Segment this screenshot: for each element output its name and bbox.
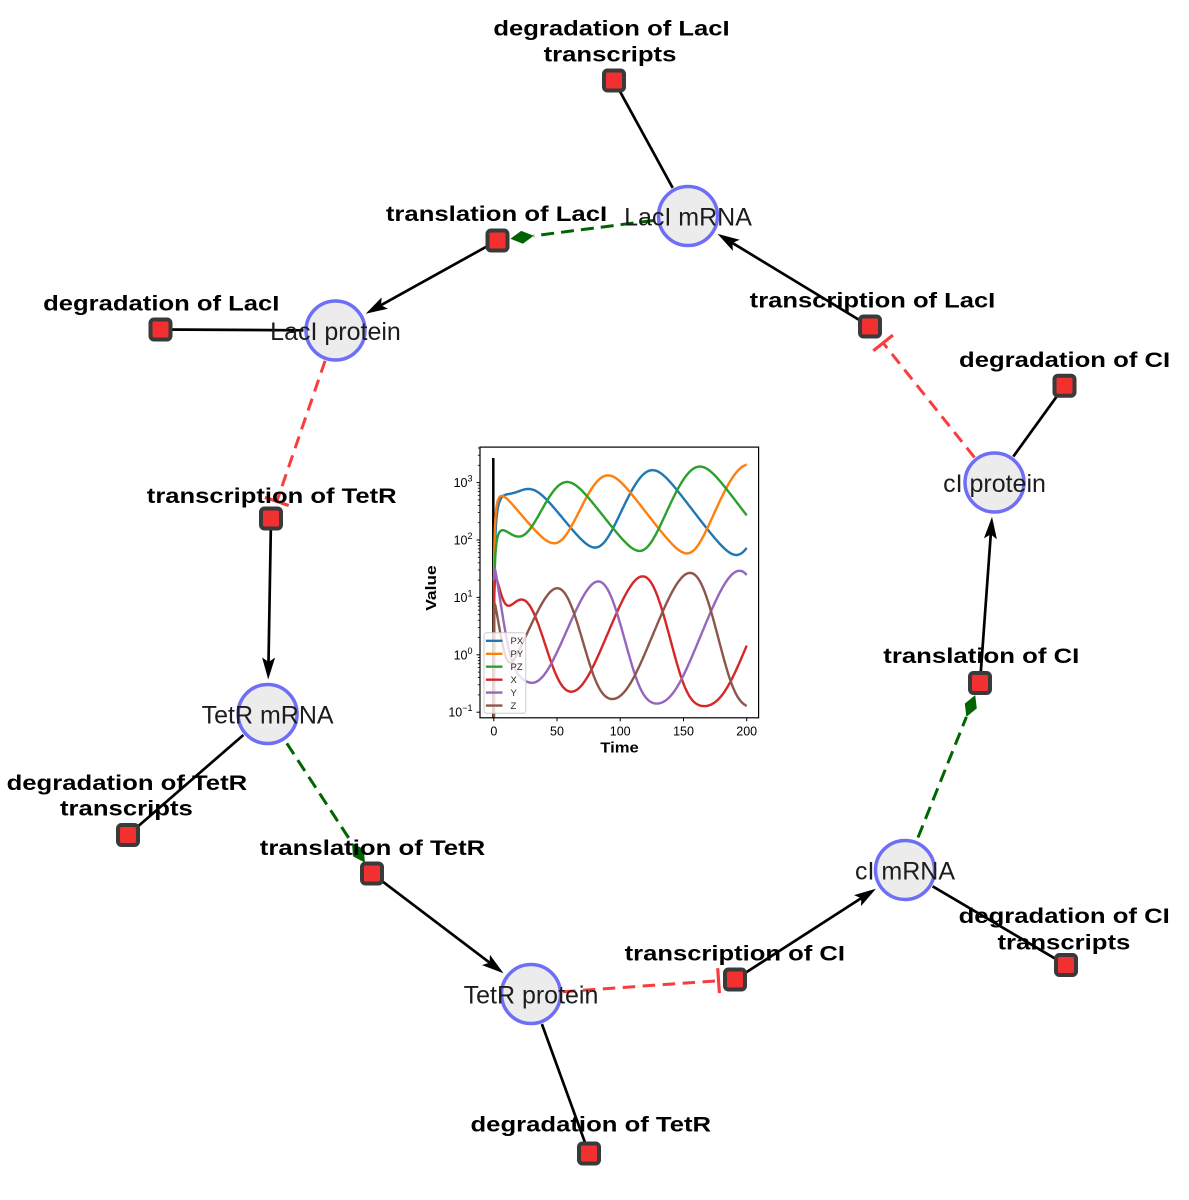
svg-text:transcripts: transcripts <box>544 42 677 66</box>
svg-text:PZ: PZ <box>511 662 523 673</box>
svg-text:100: 100 <box>610 724 631 738</box>
svg-text:X: X <box>511 675 518 686</box>
svg-text:translation of TetR: translation of TetR <box>260 836 486 860</box>
svg-text:cI protein: cI protein <box>943 470 1046 498</box>
svg-text:10−1: 10−1 <box>448 703 472 720</box>
svg-text:degradation of LacI: degradation of LacI <box>493 17 729 41</box>
svg-text:Time: Time <box>600 740 639 757</box>
svg-text:103: 103 <box>454 474 473 491</box>
svg-text:translation of LacI: translation of LacI <box>386 202 607 226</box>
svg-text:degradation of CI: degradation of CI <box>959 348 1170 372</box>
svg-text:cI mRNA: cI mRNA <box>855 858 955 886</box>
svg-text:TetR mRNA: TetR mRNA <box>202 702 334 730</box>
svg-text:degradation of CI: degradation of CI <box>959 904 1170 928</box>
svg-text:transcripts: transcripts <box>998 931 1131 955</box>
svg-text:100: 100 <box>454 646 473 663</box>
svg-text:LacI mRNA: LacI mRNA <box>624 204 752 232</box>
svg-text:TetR protein: TetR protein <box>464 982 599 1010</box>
svg-text:translation of CI: translation of CI <box>883 644 1079 668</box>
svg-text:101: 101 <box>454 588 473 605</box>
svg-text:PY: PY <box>511 649 524 660</box>
svg-text:0: 0 <box>490 724 497 738</box>
svg-text:PX: PX <box>511 636 524 647</box>
svg-text:Value: Value <box>423 565 440 611</box>
svg-text:degradation of TetR: degradation of TetR <box>7 771 248 795</box>
svg-text:Z: Z <box>511 701 517 712</box>
svg-text:Y: Y <box>511 688 518 699</box>
svg-text:transcription of LacI: transcription of LacI <box>750 289 996 313</box>
svg-text:150: 150 <box>673 724 694 738</box>
svg-text:50: 50 <box>550 724 564 738</box>
svg-text:LacI protein: LacI protein <box>270 318 401 346</box>
svg-text:degradation of LacI: degradation of LacI <box>43 292 279 316</box>
svg-text:200: 200 <box>736 724 757 738</box>
svg-text:transcripts: transcripts <box>60 797 193 821</box>
svg-text:102: 102 <box>454 531 473 548</box>
svg-text:transcription of CI: transcription of CI <box>625 941 845 965</box>
svg-text:degradation of TetR: degradation of TetR <box>471 1113 712 1137</box>
svg-text:transcription of TetR: transcription of TetR <box>147 484 397 508</box>
